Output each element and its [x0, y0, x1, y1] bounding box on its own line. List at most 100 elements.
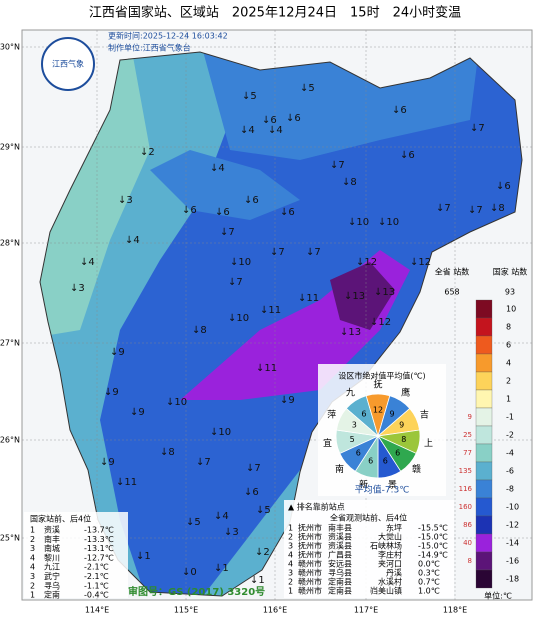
station-value: ↓4	[80, 257, 95, 268]
all-cell: 安远县	[328, 559, 352, 569]
station-value: ↓4	[268, 125, 283, 136]
pie-value: 6	[395, 449, 400, 458]
all-cell: 3	[288, 569, 293, 578]
all-cell: 1.0℃	[418, 587, 440, 596]
station-value: ↓2	[255, 547, 270, 558]
legend-count: 160	[459, 503, 472, 511]
legend-label: -1	[506, 413, 514, 422]
national-cell: -13.7℃	[84, 526, 114, 535]
national-cell: -1.1℃	[84, 581, 109, 590]
pie-value: 9	[390, 410, 395, 419]
station-value: ↓9	[110, 347, 125, 358]
station-value: ↓1	[214, 563, 229, 574]
pie-city: 南	[335, 463, 344, 475]
legend-label: -8	[506, 485, 514, 494]
lon-label: 114°E	[85, 606, 109, 615]
station-value: ↓12	[356, 257, 377, 268]
station-value: ↓7	[330, 160, 345, 171]
national-table-box	[24, 512, 128, 598]
total-label: 全省 站数	[435, 267, 470, 277]
station-value: ↓11	[256, 363, 277, 374]
national-cell: 九江	[44, 563, 60, 572]
legend-swatch	[475, 479, 493, 499]
pie-value: 6	[361, 410, 366, 419]
all-cell: 定南县	[328, 577, 352, 587]
station-value: ↓10	[166, 397, 187, 408]
station-value: ↓4	[210, 163, 225, 174]
all-table-box	[284, 500, 454, 598]
title: 江西省国家站、区域站 2025年12月24日 15时 24小时变温	[89, 5, 461, 21]
all-cell: 1	[288, 587, 293, 596]
all-cell: 赣州市	[298, 559, 322, 569]
legend-swatch	[475, 569, 493, 589]
pie-value: 12	[373, 405, 383, 414]
national-cell: -12.7℃	[84, 553, 114, 562]
all-cell: 抚州市	[298, 541, 322, 551]
national-cell: -2.1℃	[84, 572, 109, 581]
unit: 单位:℃	[484, 591, 512, 601]
legend-label: -10	[506, 503, 519, 512]
legend-swatch	[475, 533, 493, 553]
station-value: ↓4	[125, 235, 140, 246]
all-cell: 大觉山	[378, 532, 402, 542]
all-cell: 寻乌县	[328, 568, 352, 578]
station-value: ↓9	[104, 387, 119, 398]
national-cell: 2	[30, 581, 35, 590]
all-cell: 南丰县	[328, 523, 352, 533]
station-value: ↓7	[270, 247, 285, 258]
station-value: ↓8	[192, 325, 207, 336]
all-cell: 岿美山镇	[370, 586, 402, 596]
national-label: 国家 站数	[493, 267, 528, 277]
pie-city: 赣	[412, 463, 421, 475]
lon-label: 115°E	[174, 606, 198, 615]
lat-label: 27°N	[0, 339, 20, 348]
legend-label: -16	[506, 557, 519, 566]
station-value: ↓6	[262, 115, 277, 126]
pie-value: 6	[383, 456, 388, 465]
pie-city: 景	[388, 479, 397, 490]
pie-city: 吉	[420, 409, 429, 420]
station-value: ↓6	[244, 195, 259, 206]
station-value: ↓2	[140, 147, 155, 158]
all-cell: 丹溪	[386, 568, 402, 578]
pie-value: 5	[350, 435, 355, 444]
national-cell: 寻乌	[44, 580, 60, 590]
review-number: 审图号：GS (2017) 3320号	[128, 585, 265, 598]
station-value: ↓7	[228, 277, 243, 288]
lat-label: 25°N	[0, 534, 20, 543]
all-cell: 0.0℃	[418, 560, 440, 569]
legend-swatch	[475, 389, 493, 409]
legend-count: 86	[463, 521, 472, 529]
station-value: ↓10	[378, 217, 399, 228]
station-value: ↓9	[100, 457, 115, 468]
station-value: ↓9	[130, 407, 145, 418]
total-count: 658	[444, 288, 459, 297]
all-cell: 抚州市	[298, 550, 322, 560]
all-cell: 东坪	[386, 523, 402, 533]
all-cell: -15.0℃	[418, 542, 448, 551]
station-value: ↓10	[230, 257, 251, 268]
legend-label: -4	[506, 449, 514, 458]
station-value: ↓5	[256, 505, 271, 516]
pie-title: 设区市绝对值平均值(℃)	[338, 371, 425, 381]
all-cell: 赣州市	[298, 568, 322, 578]
station-value: ↓6	[496, 181, 511, 192]
legend-label: -2	[506, 431, 514, 440]
station-value: ↓7	[470, 123, 485, 134]
national-table-title: 国家站前、后4位	[30, 514, 91, 524]
all-cell: 0.7℃	[418, 578, 440, 587]
legend-swatch	[475, 299, 493, 319]
national-cell: -13.1℃	[84, 544, 114, 553]
legend-swatch	[475, 515, 493, 535]
station-value: ↓9	[280, 395, 295, 406]
all-table-note: ▲ 排名靠前站点	[288, 502, 345, 512]
pie-average: 平均值-7.3℃	[355, 484, 410, 496]
station-value: ↓7	[220, 227, 235, 238]
national-cell: 3	[30, 572, 35, 581]
legend-label: 10	[506, 305, 516, 314]
pie-value: 8	[401, 435, 406, 444]
all-cell: 水溪村	[378, 577, 402, 587]
station-value: ↓6	[280, 207, 295, 218]
update-time: 更新时间:2025-12-24 16:03:42	[108, 31, 228, 41]
